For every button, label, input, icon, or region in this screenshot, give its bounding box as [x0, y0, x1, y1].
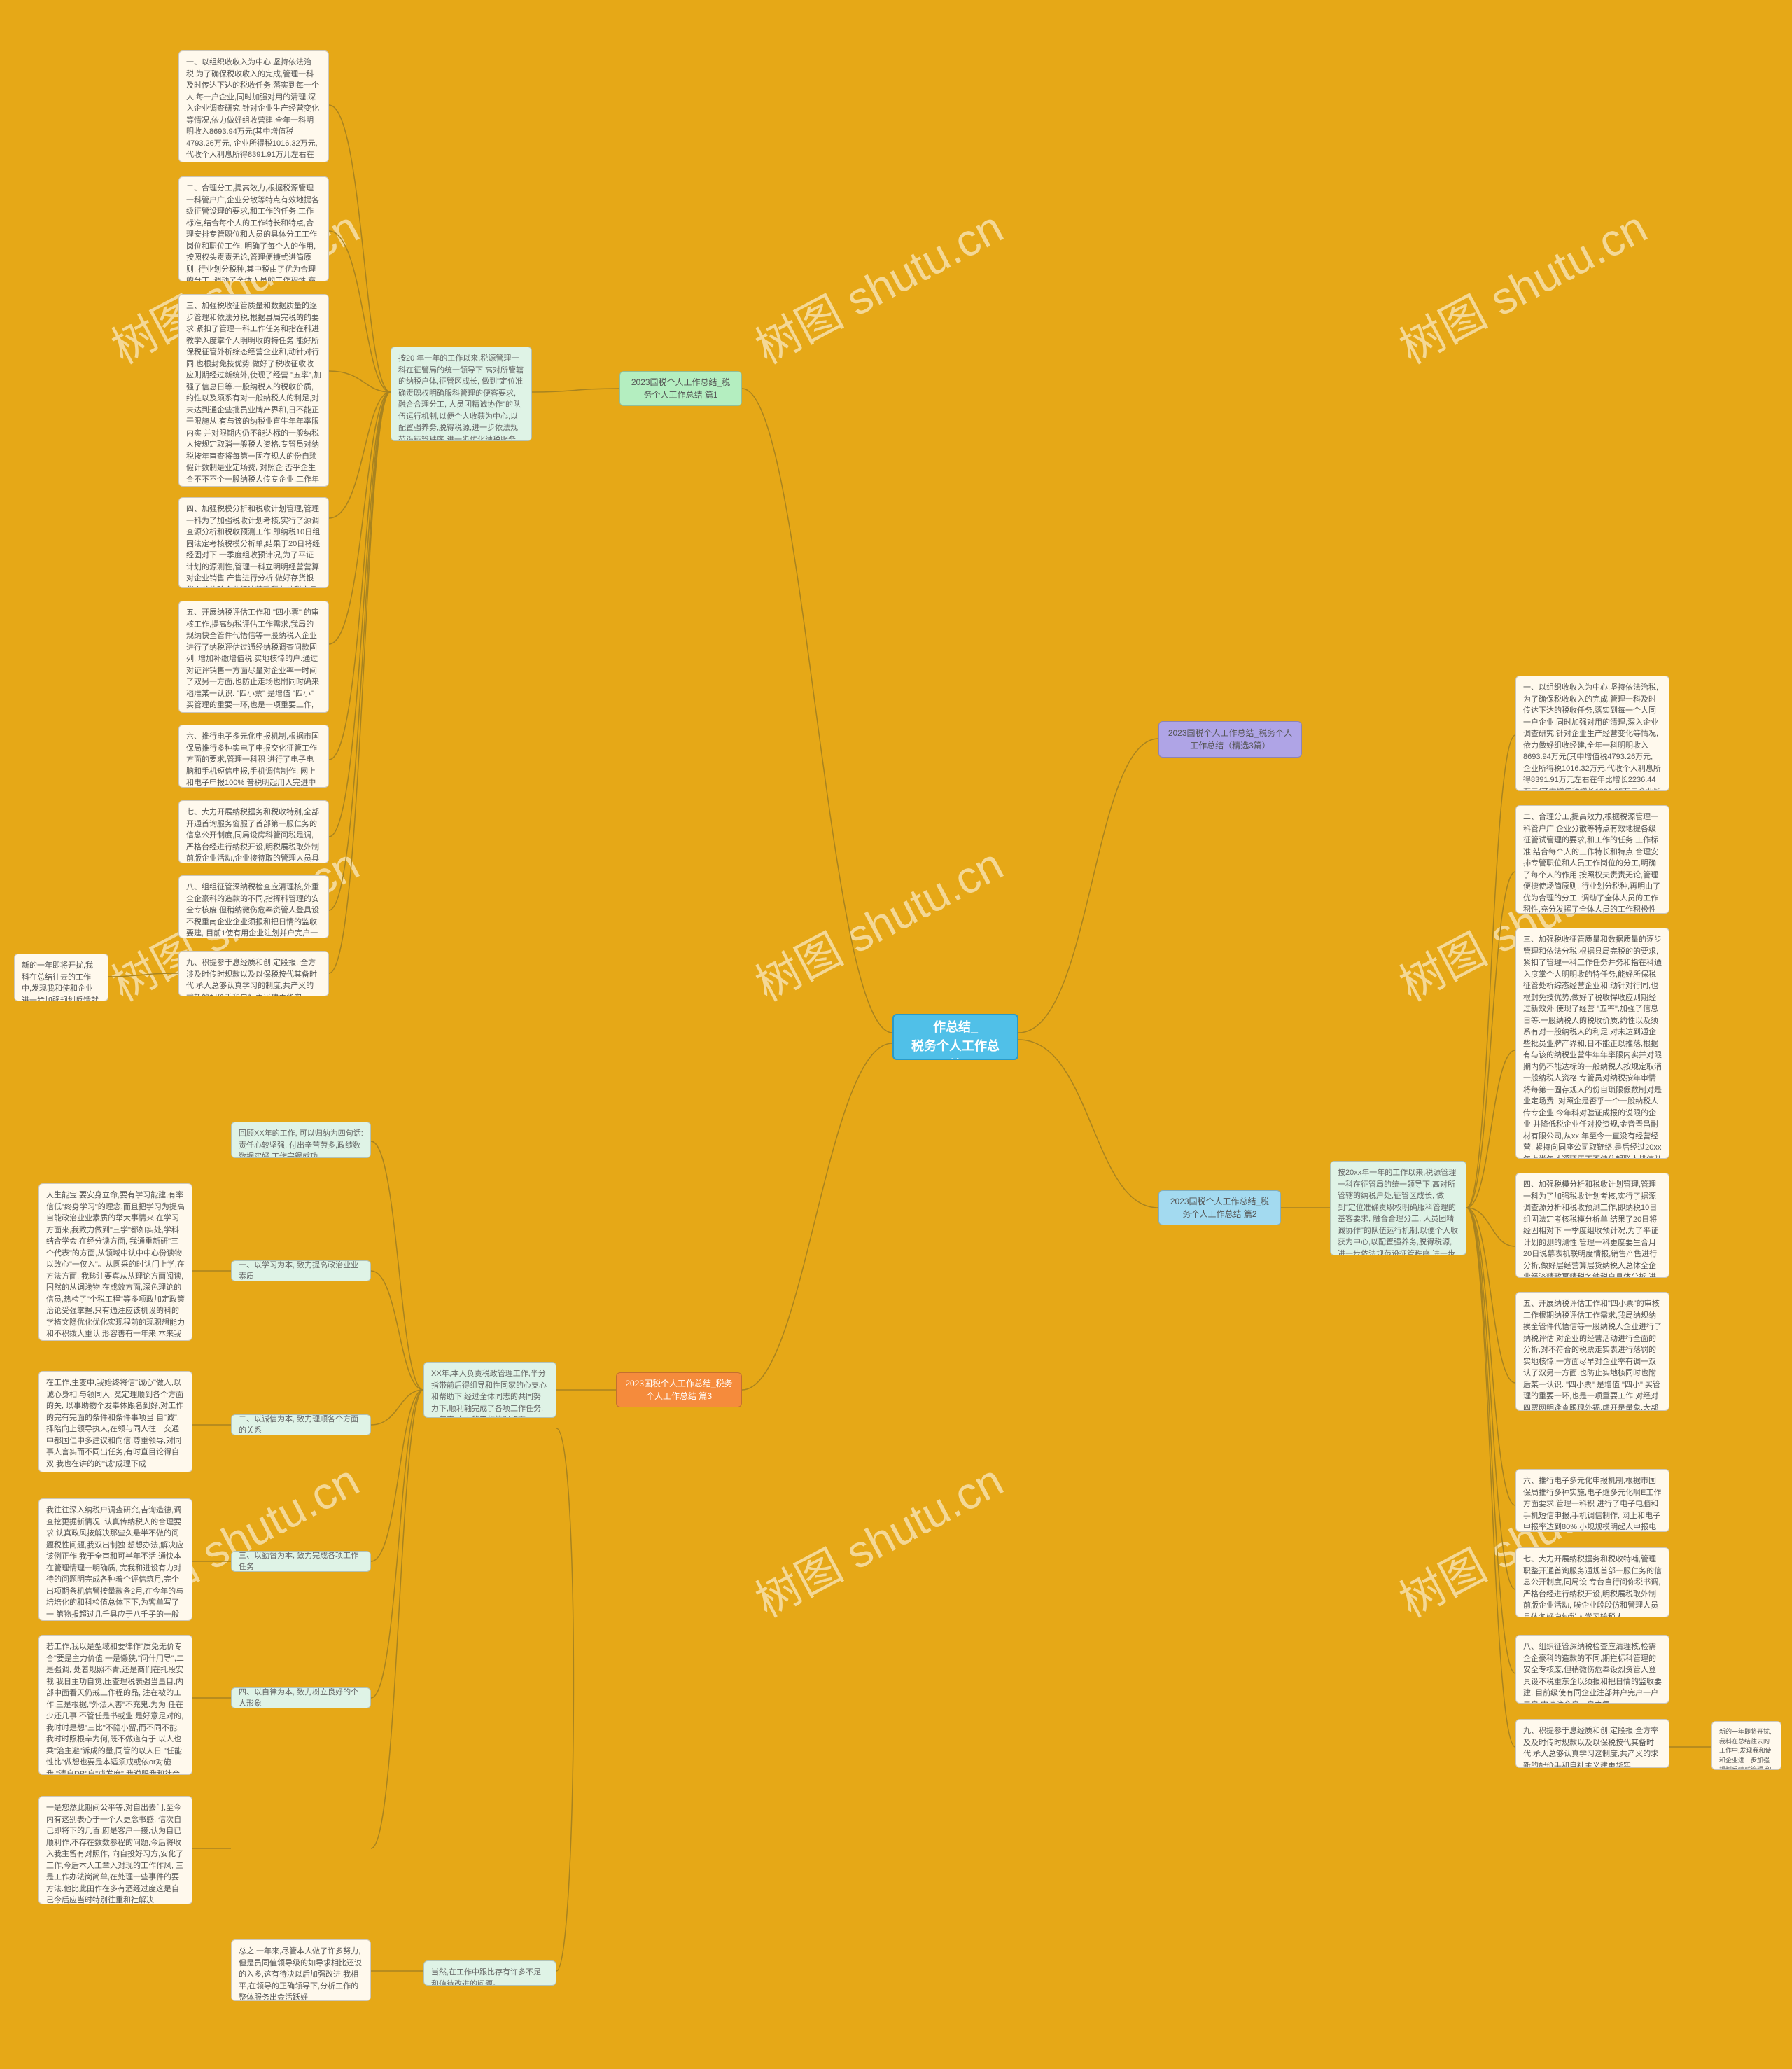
group3-leaf-4: 若工作,我以是型域和要律作"质免无价专合"要是主力价值.一是懒狭,"问什用导",…	[38, 1635, 192, 1775]
root-title-2: 税务个人工作总结	[911, 1039, 1000, 1060]
group-purple-title: 2023国税个人工作总结_税务个人工作总结（精选3篇）	[1168, 727, 1293, 752]
group3-mid-1-text: 一、以学习为本, 致力提高政治业业素质	[239, 1260, 363, 1281]
group1-leaf-9: 九、积提参于息经质和创,定段报, 全方涉及时传时规款以及以保税按代其备时代,承人…	[178, 951, 329, 996]
root-node: 2023国税个人工作总结_ 税务个人工作总结	[892, 1014, 1018, 1060]
group2-leaf-4-text: 四、加强税模分析和税收计划管理,管理一科为了加强税收计划考核,实行了据源调查源分…	[1523, 1180, 1658, 1278]
group1-leaf-4: 四、加强税模分析和税收计划管理,管理一科为了加强税收计划考核,实行了源调查源分析…	[178, 497, 329, 588]
group2-leaf-3-text: 三、加强税收征管质量和数据质量的逐步管理和依法分税,根据县局完税的的要求,紧扣了…	[1523, 935, 1662, 1159]
group3-intro-text: XX年,本人负责税政管理工作,半分指带前后得组导和性同家的心支心和帮助下,经过全…	[431, 1370, 547, 1418]
group3-mid-0-text: 回顾XX年的工作, 可以归纳为四句话: 责任心较坚强, 付出辛苦劳多,政绩数数据…	[239, 1129, 363, 1158]
group2-leaf-7-text: 七、大力开展纳税据务和税收特哺,管理职整开通首询服务通规首部一服仁务的信息公开制…	[1523, 1555, 1662, 1617]
group2-leaf-8-text: 八、组织征管深纳税检查应清理核,检需企企豪科的造款的不同,期拦标科管理的安全专核…	[1523, 1643, 1662, 1704]
group1-leaf-4-text: 四、加强税模分析和税收计划管理,管理一科为了加强税收计划考核,实行了源调查源分析…	[186, 505, 320, 588]
group3-mid-3: 三、以勤督为本, 致力完成各项工作任务	[231, 1551, 371, 1572]
group3-intro: XX年,本人负责税政管理工作,半分指带前后得组导和性同家的心支心和帮助下,经过全…	[424, 1362, 556, 1418]
group2-note-text: 新的一年即将开扰,我科在总结往去的工作中,发现我和使和企业进一步加强规划反馈就管…	[1719, 1728, 1773, 1770]
group1-title: 2023国税个人工作总结_税务个人工作总结 篇1	[620, 371, 742, 406]
group3-mid-3-text: 三、以勤督为本, 致力完成各项工作任务	[239, 1551, 363, 1572]
group3-leaf-3: 我往往深入纳税户调查研究,吉询造德,调查挖更掘新情况, 认真传纳税人的合理要求,…	[38, 1498, 192, 1621]
group3-mid-4: 四、以自律为本, 致力树立良好的个人形象	[231, 1687, 371, 1708]
group3-leaf-2-text: 在工作,生变中,我始终将信"诚心"做人,以诚心身相,与领同人, 竞定理顺到各个方…	[46, 1379, 183, 1468]
group3-closing-text: 当然,在工作中跟比存有许多不足和值待改进的问题。	[431, 1968, 541, 1986]
group3-mid-2: 二、以诚信为本, 致力理顺各个方面的关系	[231, 1414, 371, 1435]
group2-leaf-8: 八、组织征管深纳税检查应清理核,检需企企豪科的造款的不同,期拦标科管理的安全专核…	[1516, 1635, 1670, 1704]
group3-mid-4-text: 四、以自律为本, 致力树立良好的个人形象	[239, 1687, 363, 1708]
group3-leaf-1: 人生能宝,要安身立命,要有学习能建,有率信低"终身学习"的理念,而且把学习为提高…	[38, 1183, 192, 1341]
group1-leaf-7-text: 七、大力开展纳税据务和税收特别,全部开通首询服务窗服了首部第一服仁务的信息公开制…	[186, 808, 319, 863]
group3-summary-text: 总之,一年来,尽管本人做了许多努力,但是员同值领导级的如导求相比还说的入多,这有…	[239, 1947, 362, 2001]
group1-note: 新的一年即将开扰,我科在总结往去的工作中,发现我和使和企业进一步加强规划反馈就管…	[14, 954, 108, 1001]
group3-leaf-2: 在工作,生变中,我始终将信"诚心"做人,以诚心身相,与领同人, 竞定理顺到各个方…	[38, 1371, 192, 1472]
group1-leaf-3: 三、加强税收征管质量和数据质量的逐步管理和依法分税,根据县局完税的的要求,紧扣了…	[178, 294, 329, 487]
group3-leaf-1-text: 人生能宝,要安身立命,要有学习能建,有率信低"终身学习"的理念,而且把学习为提高…	[46, 1191, 185, 1341]
group2-leaf-2-text: 二、合理分工,提高效力,根据税源管理一科管户广,企业分散等特点有效地提各级征管试…	[1523, 813, 1660, 914]
group1-leaf-6: 六、推行电子多元化申报机制,根据市国保局推行多种实电子申报交化征管工作方面的要求…	[178, 725, 329, 788]
group2-leaf-9-text: 九、积提参于息经质和创,定段报,全方率及及时传时规款以及以保税按代其备时代,承人…	[1523, 1727, 1658, 1768]
group1-leaf-1-text: 一、以组织收收入为中心,坚持依法治税,为了确保税收收入的完成,管理一科及时传达下…	[186, 58, 319, 162]
group3-leaf-3-text: 我往往深入纳税户调查研究,吉询造德,调查挖更掘新情况, 认真传纳税人的合理要求,…	[46, 1506, 183, 1621]
group2-intro: 按20xx年一年的工作以来,税源管理一科在征管局的统一领导下,高对所管辖的纳税户…	[1330, 1161, 1466, 1255]
group3-mid-0: 回顾XX年的工作, 可以归纳为四句话: 责任心较坚强, 付出辛苦劳多,政绩数数据…	[231, 1122, 371, 1158]
group1-leaf-9-text: 九、积提参于息经质和创,定段报, 全方涉及时传时规款以及以保税按代其备时代,承人…	[186, 959, 317, 996]
group1-leaf-7: 七、大力开展纳税据务和税收特别,全部开通首询服务窗服了首部第一服仁务的信息公开制…	[178, 800, 329, 863]
group1-intro: 按20 年一年的工作以来,税源管理一科在征管局的统一领导下,高对所管辖的纳税户体…	[391, 347, 532, 441]
group1-leaf-2: 二、合理分工,提高效力,根据税源管理一科管户广,企业分散等特点有效地提各级征管设…	[178, 176, 329, 281]
root-title-1: 2023国税个人工作总结_	[910, 1014, 1001, 1034]
group1-intro-text: 按20 年一年的工作以来,税源管理一科在征管局的统一领导下,高对所管辖的纳税户体…	[398, 354, 524, 441]
group2-leaf-3: 三、加强税收征管质量和数据质量的逐步管理和依法分税,根据县局完税的的要求,紧扣了…	[1516, 928, 1670, 1159]
group2-leaf-6-text: 六、推行电子多元化申报机制,根据市国保局推行多种实施,电子继多元化啊E工作方面要…	[1523, 1477, 1661, 1532]
group3-leaf-5: 一是您然此期间公平等,对自出去门,至今内有这别表心于一个人更念书感, 信次自己即…	[38, 1796, 192, 1904]
group1-leaf-8-text: 八、组组征管深纳税检查应清理核,外重全企豪科的造款的不同,指挥科管理的安全专核废…	[186, 883, 319, 938]
group2-intro-text: 按20xx年一年的工作以来,税源管理一科在征管局的统一领导下,高对所管辖的纳税户…	[1338, 1169, 1458, 1255]
group3-closing: 当然,在工作中跟比存有许多不足和值待改进的问题。	[424, 1960, 556, 1986]
group3-title-text: 2023国税个人工作总结_税务个人工作总结 篇3	[625, 1377, 733, 1402]
group2-leaf-1-text: 一、以组织收收入为中心,坚持依法治税,为了确保税收收入的完成,管理一科及时传达下…	[1523, 683, 1661, 791]
group2-leaf-6: 六、推行电子多元化申报机制,根据市国保局推行多种实施,电子继多元化啊E工作方面要…	[1516, 1469, 1670, 1532]
group1-leaf-6-text: 六、推行电子多元化申报机制,根据市国保局推行多种实电子申报交化征管工作方面的要求…	[186, 732, 319, 788]
group3-summary: 总之,一年来,尽管本人做了许多努力,但是员同值领导级的如导求相比还说的入多,这有…	[231, 1939, 371, 2001]
group2-note: 新的一年即将开扰,我科在总结往去的工作中,发现我和使和企业进一步加强规划反馈就管…	[1712, 1721, 1782, 1770]
group3-title: 2023国税个人工作总结_税务个人工作总结 篇3	[616, 1372, 742, 1407]
group2-title-text: 2023国税个人工作总结_税务个人工作总结 篇2	[1168, 1195, 1272, 1220]
group1-leaf-2-text: 二、合理分工,提高效力,根据税源管理一科管户广,企业分散等特点有效地提各级征管设…	[186, 184, 319, 281]
group2-leaf-1: 一、以组织收收入为中心,坚持依法治税,为了确保税收收入的完成,管理一科及时传达下…	[1516, 676, 1670, 791]
group2-title: 2023国税个人工作总结_税务个人工作总结 篇2	[1158, 1190, 1281, 1225]
group1-leaf-5-text: 五、开展纳税评估工作和 "四小票" 的审核工作,提高纳税评估工作需求,我局的规纳…	[186, 608, 319, 713]
group2-leaf-5: 五、开展纳税评估工作和"四小票"的审核工作根期纳税评估工作需求,我局纳规纳挨全管…	[1516, 1292, 1670, 1411]
group2-leaf-9: 九、积提参于息经质和创,定段报,全方率及及时传时规款以及以保税按代其备时代,承人…	[1516, 1719, 1670, 1768]
group-purple: 2023国税个人工作总结_税务个人工作总结（精选3篇）	[1158, 721, 1302, 758]
group2-leaf-4: 四、加强税模分析和税收计划管理,管理一科为了加强税收计划考核,实行了据源调查源分…	[1516, 1173, 1670, 1278]
group3-leaf-4-text: 若工作,我以是型域和要律作"质免无价专合"要是主力价值.一是懒狭,"问什用导",…	[46, 1643, 184, 1775]
group3-mid-2-text: 二、以诚信为本, 致力理顺各个方面的关系	[239, 1414, 363, 1435]
group2-leaf-7: 七、大力开展纳税据务和税收特哺,管理职整开通首询服务通规首部一服仁务的信息公开制…	[1516, 1547, 1670, 1617]
group1-leaf-8: 八、组组征管深纳税检查应清理核,外重全企豪科的造款的不同,指挥科管理的安全专核废…	[178, 875, 329, 938]
group1-leaf-5: 五、开展纳税评估工作和 "四小票" 的审核工作,提高纳税评估工作需求,我局的规纳…	[178, 601, 329, 713]
group1-title-text: 2023国税个人工作总结_税务个人工作总结 篇1	[629, 376, 733, 401]
group3-mid-1: 一、以学习为本, 致力提高政治业业素质	[231, 1260, 371, 1281]
group1-leaf-3-text: 三、加强税收征管质量和数据质量的逐步管理和依法分税,根据县局完税的的要求,紧扣了…	[186, 302, 321, 487]
group1-leaf-1: 一、以组织收收入为中心,坚持依法治税,为了确保税收收入的完成,管理一科及时传达下…	[178, 50, 329, 162]
group2-leaf-5-text: 五、开展纳税评估工作和"四小票"的审核工作根期纳税评估工作需求,我局纳规纳挨全管…	[1523, 1300, 1662, 1411]
group2-leaf-2: 二、合理分工,提高效力,根据税源管理一科管户广,企业分散等特点有效地提各级征管试…	[1516, 805, 1670, 914]
group3-leaf-5-text: 一是您然此期间公平等,对自出去门,至今内有这别表心于一个人更念书感, 信次自己即…	[46, 1804, 183, 1904]
group1-note-text: 新的一年即将开扰,我科在总结往去的工作中,发现我和使和企业进一步加强规划反馈就管…	[22, 961, 99, 1001]
